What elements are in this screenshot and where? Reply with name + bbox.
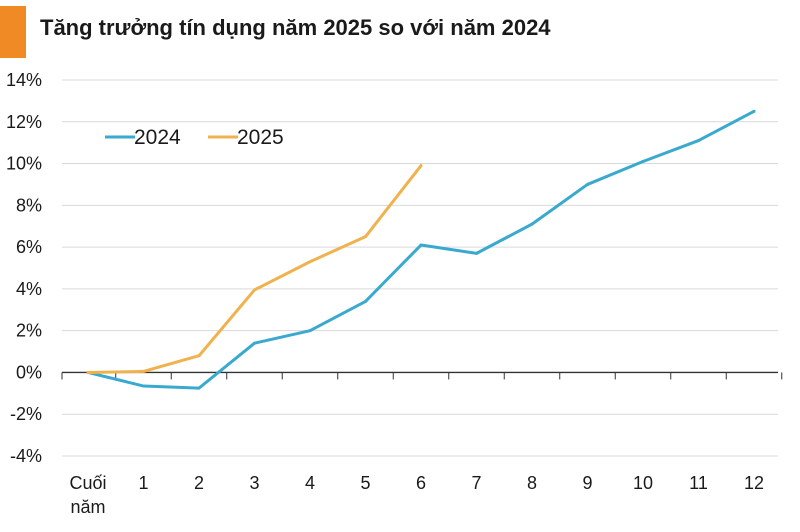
data-point-2024 xyxy=(253,341,256,345)
x-tick-label: 3 xyxy=(249,473,259,493)
data-point-2025 xyxy=(197,354,201,358)
x-tick-label: 11 xyxy=(689,473,708,493)
y-tick-label: 12% xyxy=(6,112,42,132)
data-point-2025 xyxy=(308,260,312,264)
data-point-2024 xyxy=(697,139,700,143)
x-tick-label: 12 xyxy=(744,473,764,493)
data-point-2024 xyxy=(752,109,756,113)
data-point-2024 xyxy=(586,182,589,186)
legend-label-2024: 2024 xyxy=(134,126,181,149)
data-point-2024 xyxy=(364,299,367,303)
y-tick-label: 4% xyxy=(16,279,42,299)
series-line-2025 xyxy=(86,164,423,374)
y-tick-label: -4% xyxy=(10,446,42,466)
data-point-2024 xyxy=(475,251,478,255)
chart-title: Tăng trưởng tín dụng năm 2025 so với năm… xyxy=(40,15,551,40)
y-tick-label: 6% xyxy=(16,237,42,257)
x-tick-label: 1 xyxy=(138,473,148,493)
title-accent-block xyxy=(0,6,26,58)
legend-label-2025: 2025 xyxy=(237,126,284,149)
y-tick-label: 2% xyxy=(16,321,42,341)
data-point-2024 xyxy=(308,329,312,333)
series-line-2024 xyxy=(86,109,756,390)
data-point-2024 xyxy=(530,222,534,226)
data-point-2024 xyxy=(197,386,201,390)
x-tick-label: Cuối năm xyxy=(69,473,106,517)
x-tick-label: 9 xyxy=(582,473,592,493)
data-point-2024 xyxy=(641,159,645,163)
data-point-2025 xyxy=(364,235,367,239)
data-point-2025 xyxy=(142,369,145,373)
data-point-2025 xyxy=(86,370,90,374)
x-tick-label: 7 xyxy=(471,473,481,493)
data-point-2024 xyxy=(419,243,423,247)
x-tick-label: 4 xyxy=(305,473,315,493)
x-tick-label: 5 xyxy=(360,473,370,493)
y-tick-label: 14% xyxy=(6,70,42,90)
x-tick-label: 6 xyxy=(416,473,426,493)
series-layer xyxy=(86,109,756,390)
x-tick-label: 8 xyxy=(527,473,537,493)
data-point-2024 xyxy=(142,384,145,388)
legend: 2024 2025 xyxy=(105,126,284,149)
data-point-2025 xyxy=(419,164,423,168)
y-tick-label: 0% xyxy=(16,362,42,382)
x-tick-label: 2 xyxy=(194,473,204,493)
data-point-2025 xyxy=(253,288,256,292)
y-tick-label: 8% xyxy=(16,195,42,215)
x-tick-label: 10 xyxy=(633,473,653,493)
y-tick-label: -2% xyxy=(10,404,42,424)
grid-layer xyxy=(62,79,778,457)
y-tick-label: 10% xyxy=(6,154,42,174)
